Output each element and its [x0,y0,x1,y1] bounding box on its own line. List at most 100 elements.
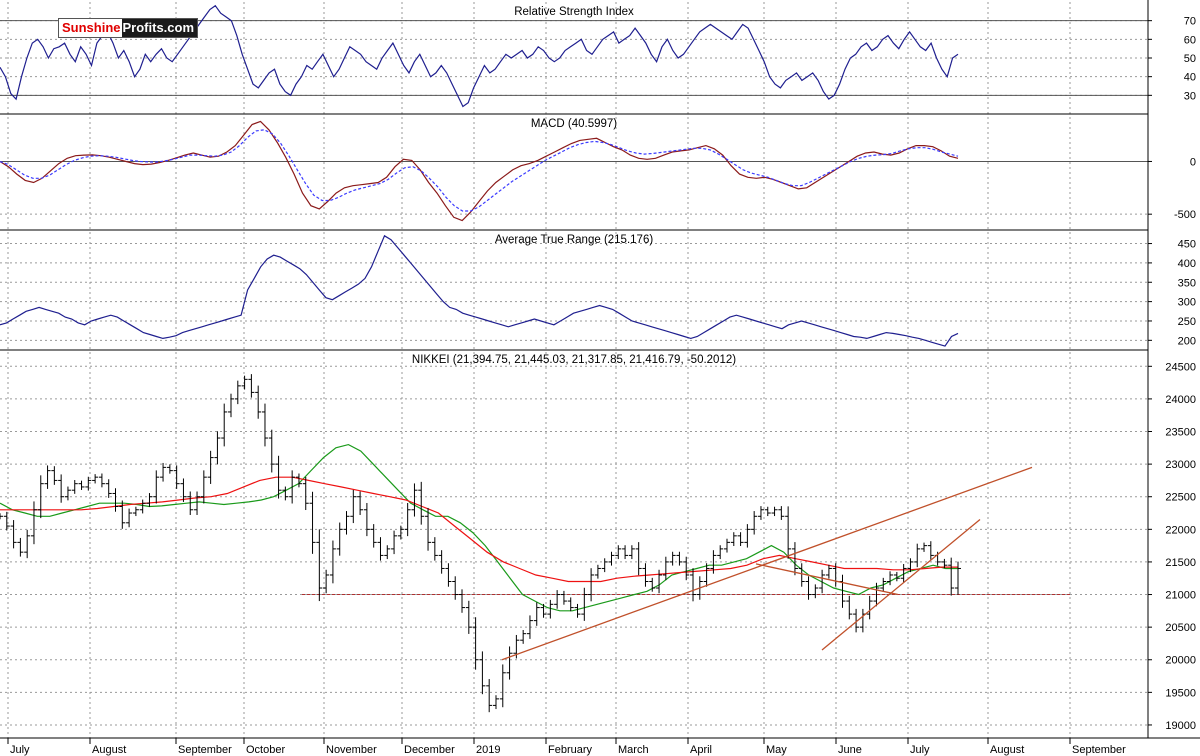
ohlc-bar [859,608,866,633]
ohlc-bar [411,483,418,517]
ohlc-bar [846,595,853,620]
ohlc-bar [560,590,567,605]
month-label: May [766,744,787,756]
moving-average-green [0,443,958,612]
ohlc-bar [431,537,438,561]
y-tick-label: 23000 [1165,459,1196,471]
ohlc-bar [173,465,180,489]
ohlc-bar [377,537,384,561]
month-label: November [326,744,377,756]
ohlc-bar [642,563,649,587]
ohlc-bar [554,590,561,609]
ohlc-bar [194,491,201,515]
ohlc-bar [350,489,357,524]
ohlc-bar [105,479,112,498]
ohlc-bar [900,564,907,583]
ohlc-bar [336,522,343,556]
ohlc-bar [64,486,71,501]
ohlc-bar [187,491,194,515]
ohlc-bar [78,480,85,490]
panel-title: Average True Range (215.176) [495,234,654,246]
y-tick-label: 22000 [1165,524,1196,536]
y-tick-label: 30 [1184,90,1196,102]
ohlc-bar [812,584,819,599]
ohlc-bar [302,476,309,511]
ohlc-bar [309,491,316,554]
ohlc-bar [479,651,486,695]
ohlc-bar [948,557,955,596]
ohlc-bar [622,545,629,560]
ohlc-bar [703,563,710,587]
ohlc-bar [153,470,160,504]
ohlc-bar [730,532,737,547]
series-line-0 [0,4,959,108]
ohlc-bar [160,462,167,482]
month-label: October [246,744,285,756]
ohlc-bar [472,617,479,670]
ohlc-bar [289,470,296,504]
ohlc-bar [785,506,792,559]
ohlc-bar [92,474,99,484]
ohlc-bar [690,568,697,602]
ohlc-bar [819,569,826,594]
ohlc-bar [214,431,221,465]
ohlc-bar [635,542,642,576]
ohlc-bar [85,476,92,491]
panel-title: Relative Strength Index [514,6,634,18]
month-label: April [690,744,712,756]
y-tick-label: 24500 [1165,361,1196,373]
panel-2 [0,234,1152,351]
ohlc-bar [907,558,914,573]
ohlc-bar [445,563,452,587]
month-label: 2019 [476,744,500,756]
ohlc-bar [221,403,228,447]
ohlc-bar [425,507,432,551]
ohlc-bar [391,530,398,555]
y-tick-label: 40 [1184,72,1196,84]
ohlc-bar [506,646,513,680]
ohlc-bar [649,577,656,592]
ohlc-bar [656,569,663,594]
ohlc-bar [751,511,758,535]
ohlc-bar [710,550,717,574]
ohlc-bar [914,543,921,568]
ohlc-bar [608,551,615,566]
ohlc-bar [520,630,527,644]
ohlc-bar [357,491,364,515]
trend-line-2 [821,519,981,651]
ohlc-bar [418,481,425,525]
ohlc-bar [499,664,506,708]
y-tick-label: 21000 [1165,590,1196,602]
ohlc-bar [717,545,724,560]
series-line-0 [0,234,959,347]
ohlc-bar [71,480,78,494]
ohlc-bar [601,558,608,573]
ohlc-bar [757,506,764,520]
ohlc-bar [139,499,146,514]
ohlc-bar [941,558,948,569]
sunshine-profits-logo: Sunshine Profits.com [58,18,199,38]
series-line-1 [0,129,959,212]
ohlc-bar [628,545,635,560]
month-label: February [548,744,593,756]
ohlc-bar [228,393,235,418]
ohlc-bar [465,600,472,634]
ohlc-bar [737,532,744,547]
ohlc-bar [567,597,574,612]
month-label: June [838,744,862,756]
month-label: September [178,744,232,756]
y-tick-label: 70 [1184,16,1196,28]
ohlc-bar [370,524,377,548]
ohlc-bar [329,540,336,584]
ohlc-bar [44,465,51,489]
ohlc-bar [10,520,17,549]
trend-line-0 [501,466,1033,661]
ohlc-bar [853,608,860,633]
ohlc-bar [24,529,31,559]
ohlc-bar [363,502,370,537]
y-tick-label: 60 [1184,34,1196,46]
ohlc-bar [459,589,466,613]
ohlc-bar [200,470,207,504]
panel-3 [0,365,1152,739]
